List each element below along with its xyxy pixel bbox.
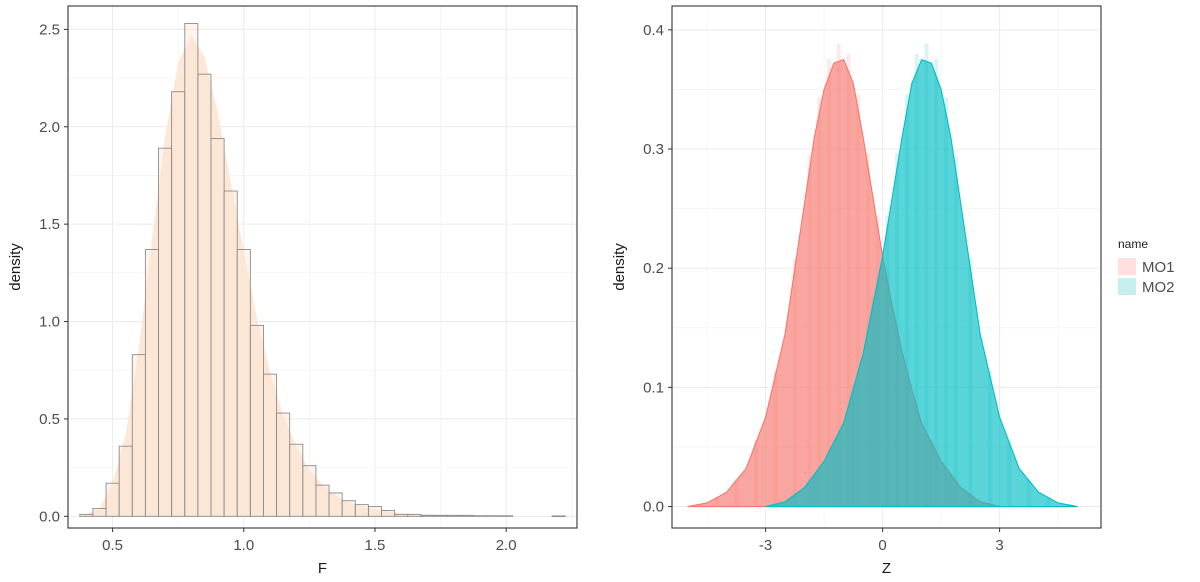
- y-tick-label: 0.3: [643, 141, 664, 158]
- panel-border: [67, 5, 578, 529]
- histogram-bar-19: [315, 484, 330, 517]
- density-MO2: [765, 58, 1078, 508]
- legend-key-MO2: [1118, 278, 1136, 295]
- histogram-bar-29: [446, 514, 461, 517]
- histogram-bar-32: [486, 515, 501, 517]
- histogram-bar-22: [354, 504, 369, 517]
- histogram-bar-20: [328, 492, 343, 517]
- x-axis-title: Z: [882, 560, 891, 577]
- histogram-bar-7: [158, 147, 173, 517]
- histogram-bar-13: [236, 249, 251, 517]
- y-axis-title: density: [7, 243, 24, 291]
- histogram-bar-15: [263, 373, 278, 517]
- histogram-bar-6: [144, 249, 159, 517]
- y-tick-label: 0.5: [39, 411, 60, 428]
- histogram-bar-2: [92, 508, 107, 517]
- histogram-bar-11: [210, 137, 225, 517]
- histogram-bar-4: [118, 445, 133, 517]
- x-tick-label: 0: [878, 537, 886, 554]
- x-tick-label: 0.5: [102, 537, 123, 554]
- y-tick-label: 0.0: [39, 508, 60, 525]
- legend-label-MO2: MO2: [1142, 279, 1175, 296]
- y-tick-label: 0.1: [643, 379, 664, 396]
- histogram-bar-23: [367, 506, 382, 517]
- x-tick-label: -3: [759, 537, 772, 554]
- y-tick-label: 1.5: [39, 216, 60, 233]
- histogram-bar-17: [289, 443, 304, 517]
- histogram-bar-31: [472, 515, 487, 517]
- y-tick-label: 0.4: [643, 22, 664, 39]
- histogram-bar-25: [394, 513, 409, 517]
- x-tick-label: 3: [995, 537, 1003, 554]
- histogram-bar-28: [433, 514, 448, 517]
- panel-border: [671, 5, 1102, 529]
- histogram-bar-3: [105, 482, 120, 517]
- x-tick-label: 1.0: [233, 537, 254, 554]
- legend: name MO1 MO2: [1118, 237, 1175, 296]
- axis-ticks: 0.5 1.0 1.5 2.0 0.0 0.5 1.0 1.5 2.0 2.5: [39, 21, 516, 554]
- legend-key-MO1: [1118, 258, 1136, 275]
- y-tick-label: 0.2: [643, 260, 664, 277]
- histogram-bar-14: [249, 324, 264, 517]
- histogram-bar-33: [499, 515, 514, 517]
- x-axis-title: F: [318, 560, 327, 577]
- y-tick-label: 2.5: [39, 21, 60, 38]
- y-tick-label: 1.0: [39, 314, 60, 331]
- y-tick-label: 0.0: [643, 499, 664, 516]
- x-tick-label: 1.5: [365, 537, 386, 554]
- histogram-bar-1: [79, 513, 94, 517]
- histogram-bar-34: [551, 515, 566, 517]
- histogram-bar-24: [381, 510, 396, 517]
- histogram-bar-12: [223, 190, 238, 517]
- x-tick-label: 2.0: [496, 537, 517, 554]
- histogram-bar-21: [341, 500, 356, 517]
- histogram-bar-16: [276, 412, 291, 517]
- density-area: [81, 35, 564, 517]
- data-layer: [79, 23, 566, 517]
- histogram-bar-27: [420, 514, 435, 517]
- legend-label-MO1: MO1: [1142, 259, 1175, 276]
- histogram-bar-5: [131, 354, 146, 517]
- histogram-bar-10: [197, 73, 212, 517]
- histogram-bar-18: [302, 465, 317, 517]
- histogram-bar-9: [184, 23, 199, 517]
- axis-ticks: -3 0 3 0.0 0.1 0.2 0.3 0.4: [643, 22, 1004, 554]
- legend-title: name: [1118, 237, 1148, 251]
- y-axis-title: density: [611, 243, 628, 291]
- y-tick-label: 2.0: [39, 119, 60, 136]
- histogram-bar-8: [171, 91, 186, 517]
- histogram-bar-26: [407, 513, 422, 517]
- data-layer: [687, 43, 1078, 508]
- histogram-bar-30: [459, 514, 474, 517]
